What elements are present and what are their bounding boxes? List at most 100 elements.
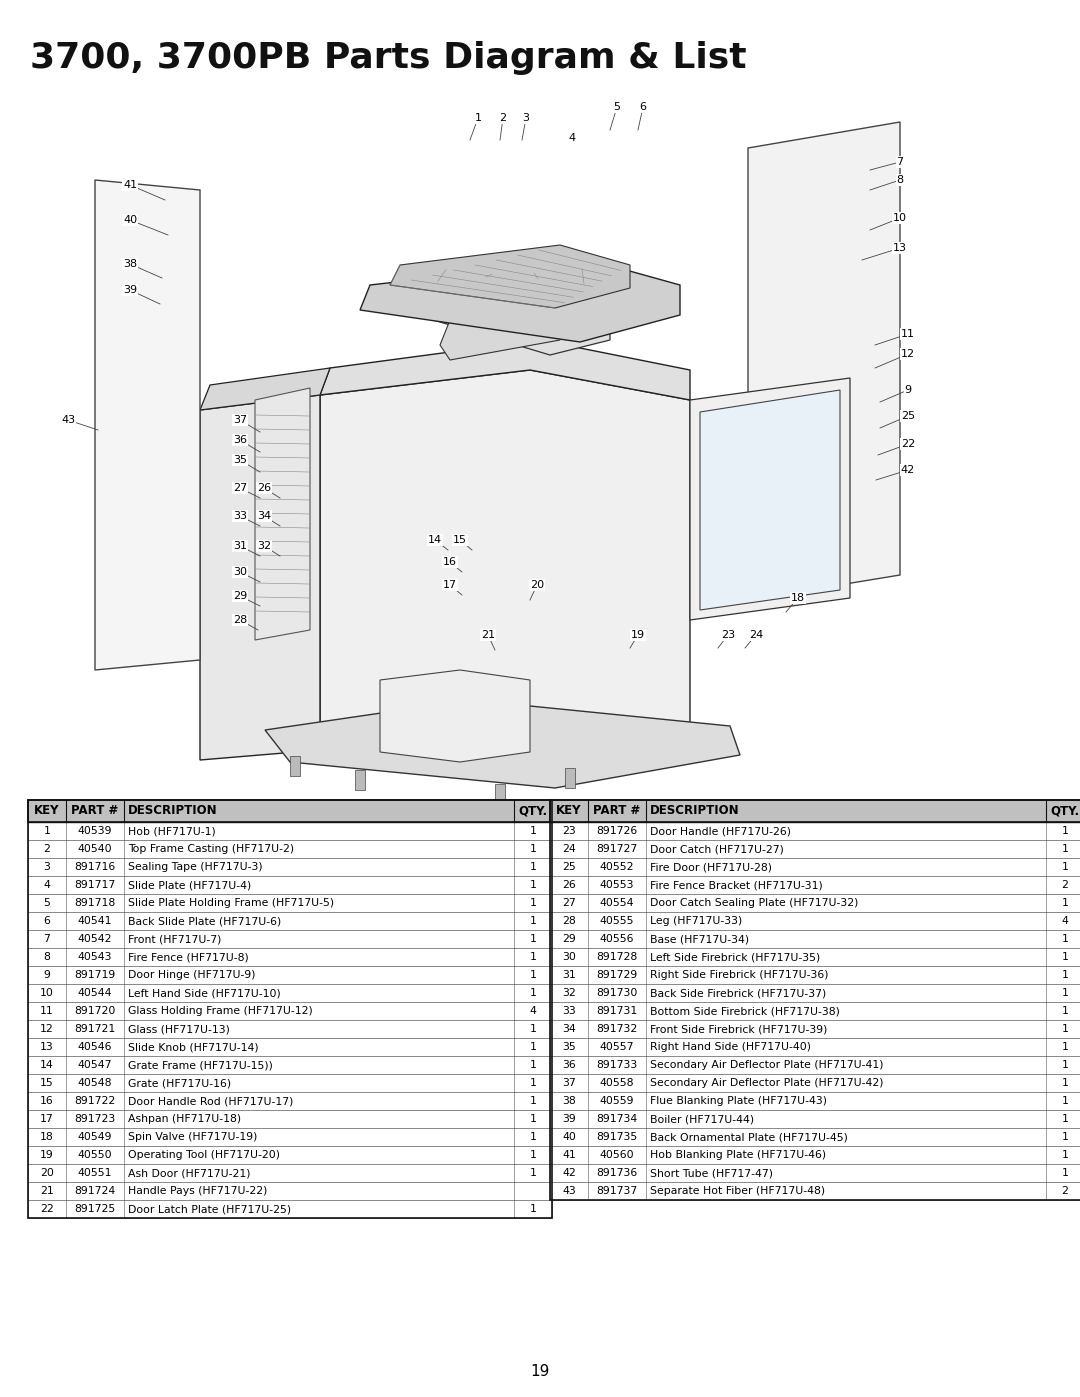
Text: 34: 34: [257, 511, 271, 521]
Text: Fire Fence (HF717U-8): Fire Fence (HF717U-8): [129, 951, 248, 963]
Bar: [550, 949, 1080, 965]
Bar: [550, 821, 1080, 840]
Text: 40556: 40556: [599, 935, 634, 944]
Polygon shape: [390, 244, 630, 307]
Text: 29: 29: [233, 591, 247, 601]
Text: Sealing Tape (HF717U-3): Sealing Tape (HF717U-3): [129, 862, 262, 872]
Text: 1: 1: [529, 1204, 537, 1214]
Polygon shape: [690, 379, 850, 620]
Text: Flue Blanking Plate (HF717U-43): Flue Blanking Plate (HF717U-43): [650, 1097, 827, 1106]
Bar: [28, 858, 552, 876]
Text: 891717: 891717: [75, 880, 116, 890]
Text: 33: 33: [562, 1006, 576, 1016]
Text: 2: 2: [1062, 1186, 1068, 1196]
Text: Right Side Firebrick (HF717U-36): Right Side Firebrick (HF717U-36): [650, 970, 828, 981]
Bar: [291, 756, 300, 775]
Bar: [550, 1127, 1080, 1146]
Polygon shape: [265, 700, 740, 788]
Text: 20: 20: [530, 580, 544, 590]
Text: Back Slide Plate (HF717U-6): Back Slide Plate (HF717U-6): [129, 916, 281, 926]
Bar: [550, 1002, 1080, 1020]
Polygon shape: [200, 395, 320, 760]
Text: Operating Tool (HF717U-20): Operating Tool (HF717U-20): [129, 1150, 280, 1160]
Bar: [28, 800, 552, 821]
Text: 1: 1: [1062, 1168, 1068, 1178]
Text: Handle Pays (HF717U-22): Handle Pays (HF717U-22): [129, 1186, 268, 1196]
Text: 1: 1: [1062, 1132, 1068, 1141]
Text: 14: 14: [40, 1060, 54, 1070]
Text: 21: 21: [481, 630, 495, 640]
Text: 18: 18: [791, 592, 805, 604]
Bar: [495, 784, 505, 805]
Text: 891723: 891723: [75, 1113, 116, 1125]
Text: 17: 17: [40, 1113, 54, 1125]
Text: Glass (HF717U-13): Glass (HF717U-13): [129, 1024, 230, 1034]
Text: 34: 34: [562, 1024, 576, 1034]
Bar: [28, 1002, 552, 1020]
Text: 1: 1: [1062, 826, 1068, 835]
Text: 19: 19: [40, 1150, 54, 1160]
Text: 5: 5: [43, 898, 51, 908]
Text: KEY: KEY: [35, 805, 59, 817]
Text: Short Tube (HF717-47): Short Tube (HF717-47): [650, 1168, 773, 1178]
Text: 1: 1: [529, 1113, 537, 1125]
Text: 40558: 40558: [599, 1078, 634, 1088]
Text: 1: 1: [529, 935, 537, 944]
Text: 1: 1: [1062, 935, 1068, 944]
Text: Right Hand Side (HF717U-40): Right Hand Side (HF717U-40): [650, 1042, 811, 1052]
Text: 1: 1: [1062, 1097, 1068, 1106]
Text: Back Ornamental Plate (HF717U-45): Back Ornamental Plate (HF717U-45): [650, 1132, 848, 1141]
Text: 40548: 40548: [78, 1078, 112, 1088]
Text: 4: 4: [529, 1006, 537, 1016]
Bar: [550, 876, 1080, 894]
Text: Secondary Air Deflector Plate (HF717U-41): Secondary Air Deflector Plate (HF717U-41…: [650, 1060, 883, 1070]
Text: 39: 39: [123, 285, 137, 295]
Text: 891730: 891730: [596, 988, 637, 997]
Polygon shape: [95, 180, 200, 671]
Text: 2: 2: [1062, 880, 1068, 890]
Text: 36: 36: [562, 1060, 576, 1070]
Text: 891716: 891716: [75, 862, 116, 872]
Text: 40542: 40542: [78, 935, 112, 944]
Text: 40546: 40546: [78, 1042, 112, 1052]
Text: 1: 1: [1062, 862, 1068, 872]
Text: Door Handle Rod (HF717U-17): Door Handle Rod (HF717U-17): [129, 1097, 294, 1106]
Text: 40549: 40549: [78, 1132, 112, 1141]
Text: Spin Valve (HF717U-19): Spin Valve (HF717U-19): [129, 1132, 257, 1141]
Text: 8: 8: [896, 175, 904, 184]
Text: Left Hand Side (HF717U-10): Left Hand Side (HF717U-10): [129, 988, 281, 997]
Text: 40539: 40539: [78, 826, 112, 835]
Text: Bottom Side Firebrick (HF717U-38): Bottom Side Firebrick (HF717U-38): [650, 1006, 840, 1016]
Text: 1: 1: [529, 970, 537, 981]
Text: Left Side Firebrick (HF717U-35): Left Side Firebrick (HF717U-35): [650, 951, 820, 963]
Text: 1: 1: [529, 988, 537, 997]
Bar: [550, 1056, 1080, 1074]
Text: 24: 24: [748, 630, 764, 640]
Text: 6: 6: [639, 102, 647, 112]
Bar: [28, 949, 552, 965]
Text: 18: 18: [40, 1132, 54, 1141]
Text: 32: 32: [562, 988, 576, 997]
Text: 25: 25: [901, 411, 915, 420]
Bar: [28, 821, 552, 840]
Text: 11: 11: [40, 1006, 54, 1016]
Bar: [550, 930, 1080, 949]
Text: 43: 43: [562, 1186, 576, 1196]
Text: 27: 27: [562, 898, 576, 908]
Text: 30: 30: [562, 951, 576, 963]
Text: Fire Door (HF717U-28): Fire Door (HF717U-28): [650, 862, 772, 872]
Text: Hob Blanking Plate (HF717U-46): Hob Blanking Plate (HF717U-46): [650, 1150, 826, 1160]
Text: 14: 14: [428, 535, 442, 545]
Text: 30: 30: [233, 567, 247, 577]
Bar: [28, 894, 552, 912]
Text: 41: 41: [562, 1150, 576, 1160]
Polygon shape: [255, 388, 310, 640]
Text: 1: 1: [1062, 1042, 1068, 1052]
Text: Hob (HF717U-1): Hob (HF717U-1): [129, 826, 216, 835]
Text: 891718: 891718: [75, 898, 116, 908]
Bar: [550, 983, 1080, 1002]
Text: 1: 1: [529, 1132, 537, 1141]
Text: 891732: 891732: [596, 1024, 637, 1034]
Text: PART #: PART #: [593, 805, 640, 817]
Text: 1: 1: [43, 826, 51, 835]
